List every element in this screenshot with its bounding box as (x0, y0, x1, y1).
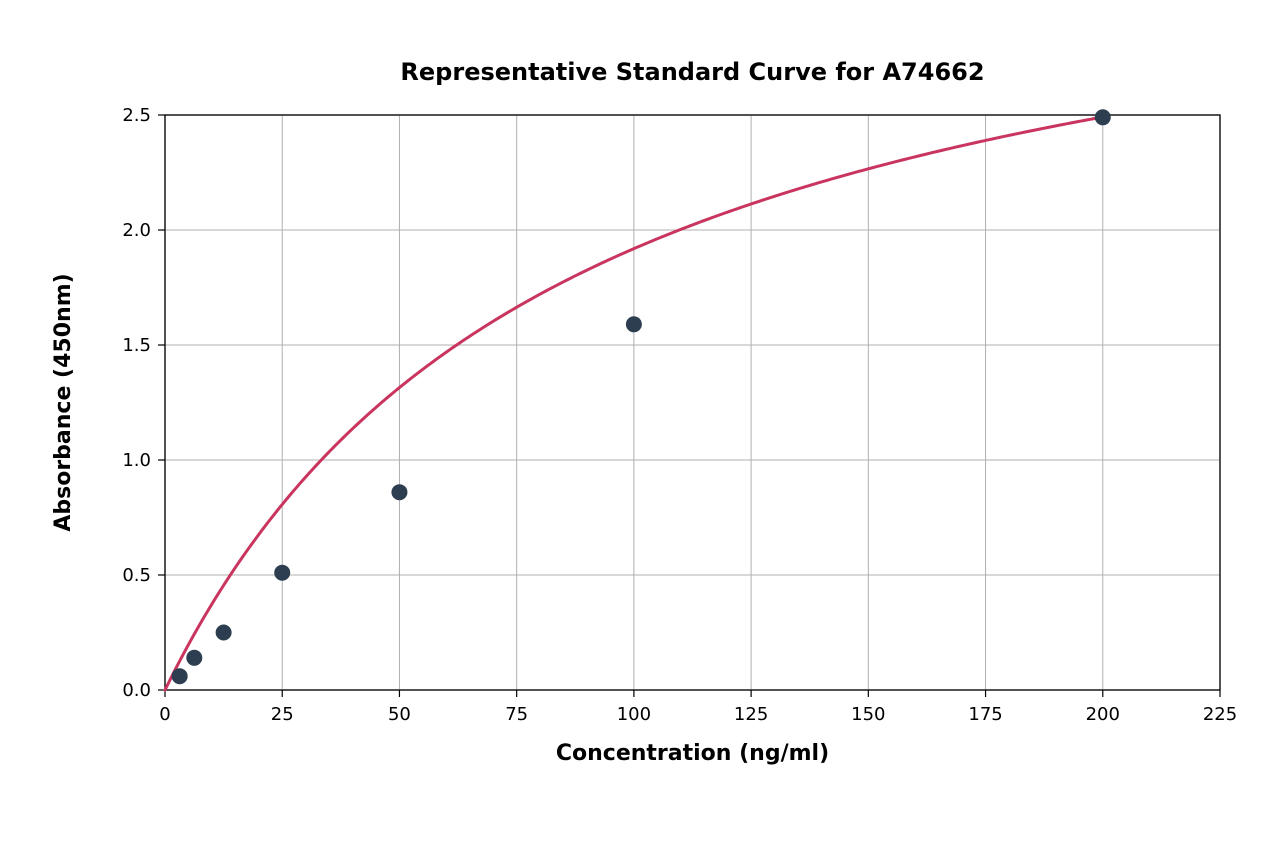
x-tick-label: 100 (617, 704, 651, 725)
x-tick-label: 150 (851, 704, 885, 725)
standard-curve-chart: 0 25 50 75 100 125 150 175 200 225 0.0 0.5 1.0 1.5 2.0… (0, 0, 1280, 845)
x-tick-label: 175 (968, 704, 1002, 725)
data-point (172, 668, 188, 684)
chart-title: Representative Standard Curve for A74662 (400, 58, 984, 86)
data-point (186, 650, 202, 666)
y-tick-label: 2.0 (122, 220, 151, 241)
x-tick-label: 75 (505, 704, 528, 725)
y-tick-label: 1.0 (122, 450, 151, 471)
y-tick-label: 1.5 (122, 335, 151, 356)
x-axis-label: Concentration (ng/ml) (556, 741, 829, 766)
y-tick-label: 2.5 (122, 105, 151, 126)
x-tick-label: 50 (388, 704, 411, 725)
data-point (216, 625, 232, 641)
data-point (274, 565, 290, 581)
x-tick-label: 0 (159, 704, 170, 725)
x-tick-label: 25 (271, 704, 294, 725)
data-point (626, 316, 642, 332)
data-point (391, 484, 407, 500)
x-tick-label: 200 (1086, 704, 1120, 725)
y-tick-label: 0.5 (122, 565, 151, 586)
y-axis-label: Absorbance (450nm) (51, 273, 76, 531)
x-tick-label: 125 (734, 704, 768, 725)
x-tick-label: 225 (1203, 704, 1237, 725)
data-point (1095, 109, 1111, 125)
chart-container: 0 25 50 75 100 125 150 175 200 225 0.0 0.5 1.0 1.5 2.0… (0, 0, 1280, 845)
y-tick-label: 0.0 (122, 680, 151, 701)
